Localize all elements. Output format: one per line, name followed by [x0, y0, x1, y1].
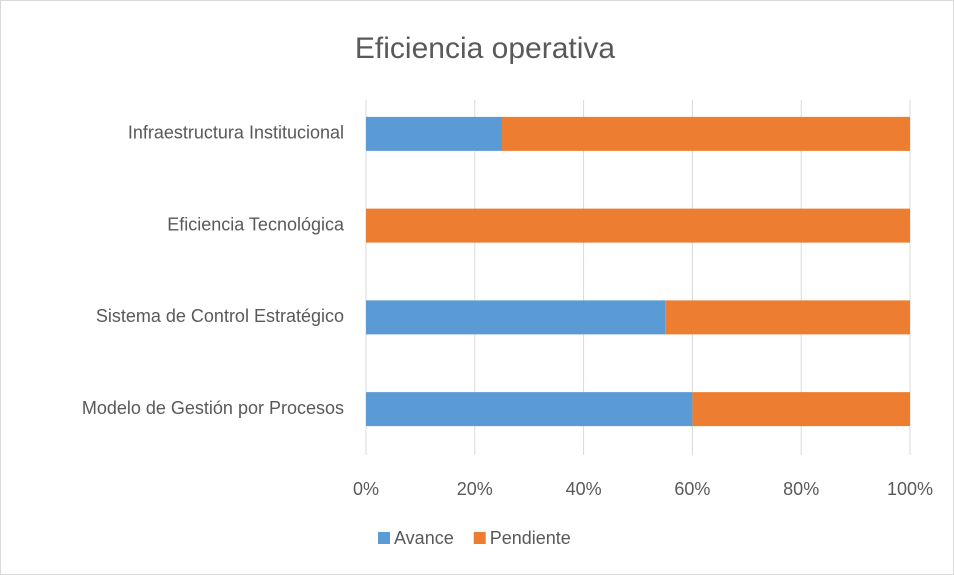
legend-label: Pendiente [490, 528, 571, 548]
bar-segment [692, 392, 910, 427]
y-tick-label: Eficiencia Tecnológica [167, 214, 345, 234]
bar-segment [366, 116, 502, 151]
legend-label: Avance [394, 528, 454, 548]
y-tick-label: Infraestructura Institucional [128, 123, 344, 143]
y-tick-label: Sistema de Control Estratégico [96, 306, 344, 326]
x-tick-label: 100% [887, 479, 933, 499]
bar-segment [665, 300, 910, 335]
bar-segment [366, 300, 666, 335]
bar-segment [366, 392, 693, 427]
x-tick-label: 0% [353, 479, 379, 499]
y-tick-label: Modelo de Gestión por Procesos [82, 398, 344, 418]
legend-swatch [378, 532, 390, 544]
bar-segment [366, 208, 910, 243]
x-tick-label: 20% [457, 479, 493, 499]
legend-swatch [473, 532, 486, 544]
x-tick-label: 80% [783, 479, 819, 499]
x-tick-label: 40% [566, 479, 602, 499]
x-tick-label: 60% [674, 479, 710, 499]
chart-title: Eficiencia operativa [355, 32, 615, 65]
bar-segment [502, 116, 910, 151]
